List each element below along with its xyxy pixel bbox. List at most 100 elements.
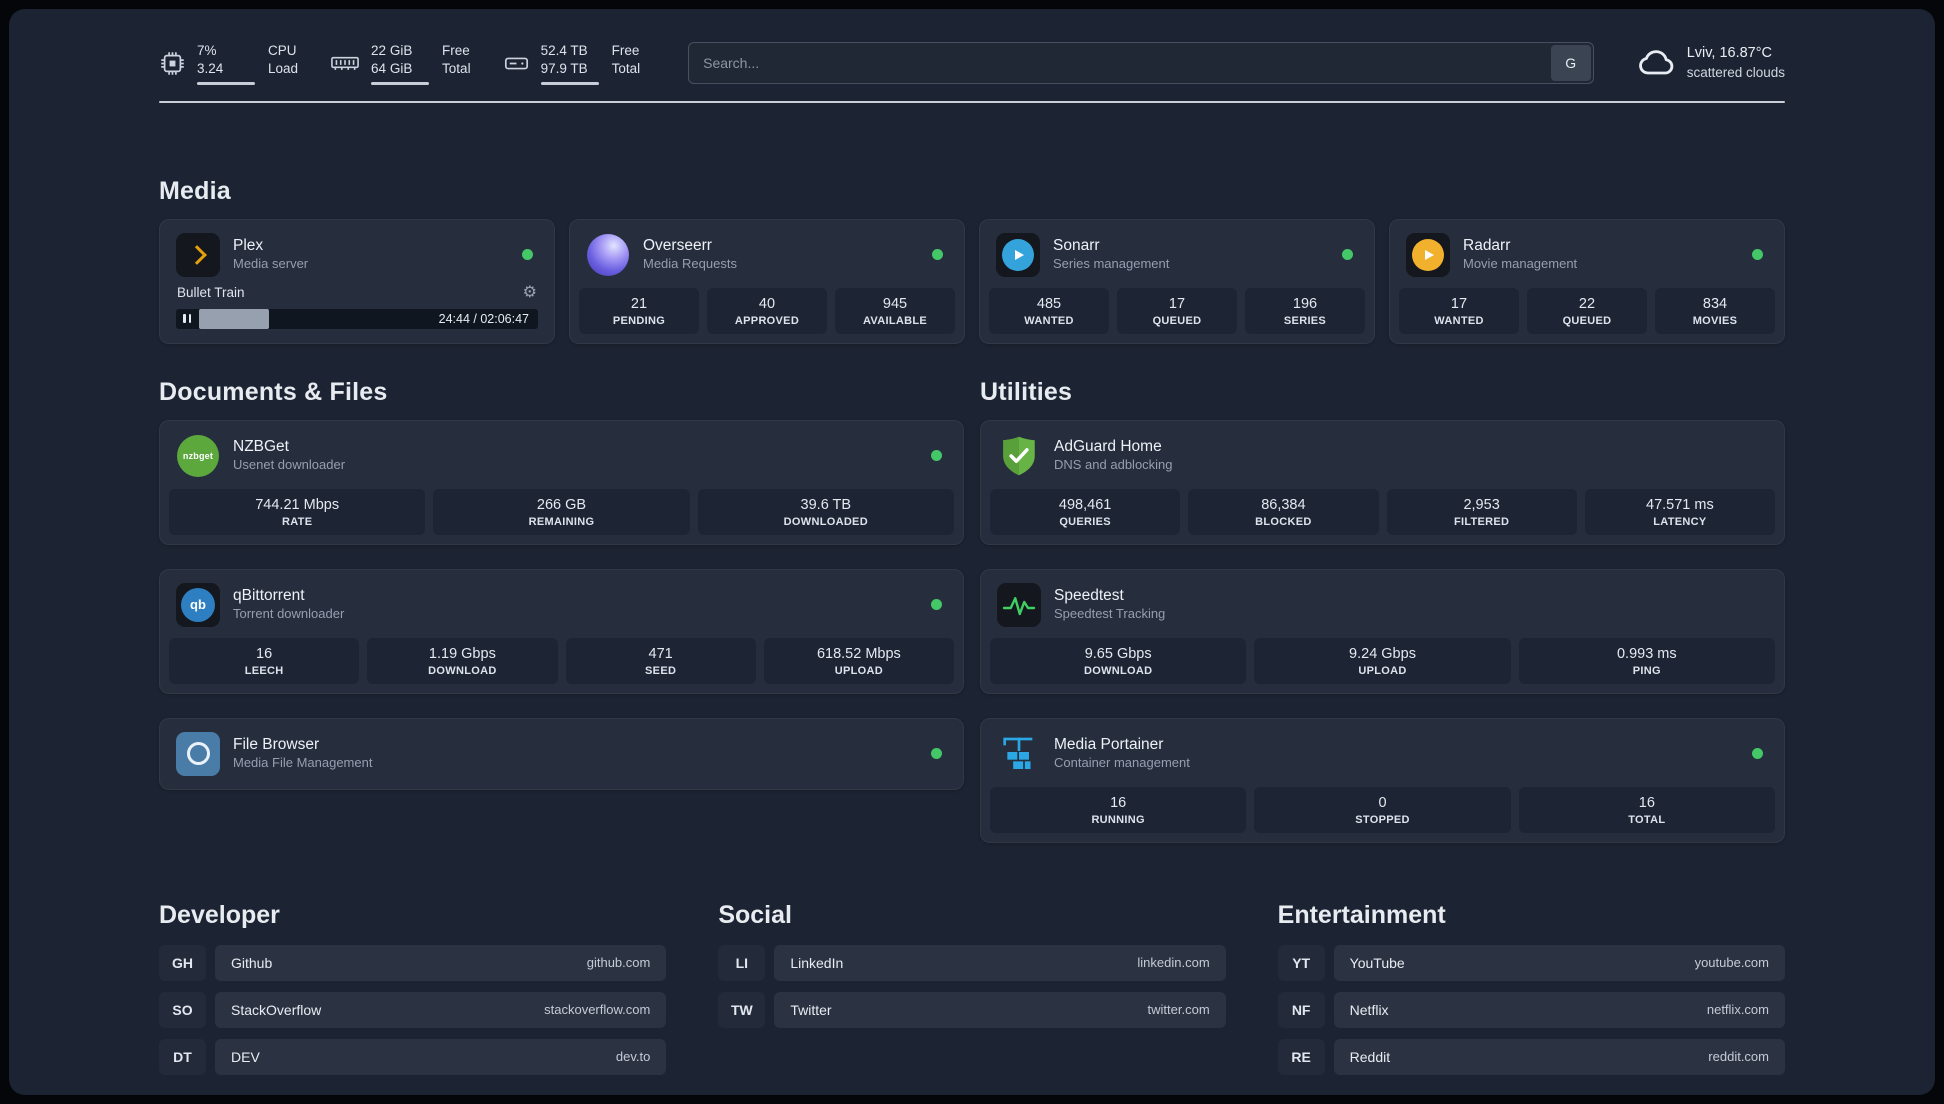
search-engine-button[interactable]: G xyxy=(1550,45,1591,82)
stat-tile: 945 AVAILABLE xyxy=(835,287,955,334)
bookmarks-entertainment: Entertainment YT YouTube youtube.com NF … xyxy=(1278,901,1785,1086)
cpu-load-label: Load xyxy=(268,60,299,76)
stat-value: 47.571 ms xyxy=(1646,496,1714,513)
app-link-speedtest[interactable]: Speedtest Speedtest Tracking xyxy=(990,579,1775,631)
app-subtitle: Speedtest Tracking xyxy=(1054,605,1166,621)
memory-free-label: Free xyxy=(442,43,470,58)
stat-tile: 40 APPROVED xyxy=(707,287,827,334)
stat-value: 9.65 Gbps xyxy=(1084,645,1152,662)
disk-widget: 52.4 TB 97.9 TB Free Total xyxy=(503,42,640,85)
bookmark-url: linkedin.com xyxy=(1137,955,1210,971)
pause-icon[interactable] xyxy=(183,314,191,324)
memory-widget: 22 GiB 64 GiB Free Total xyxy=(330,42,471,85)
status-dot xyxy=(931,599,942,611)
radarr-icon xyxy=(1406,232,1450,277)
plex-now-playing-widget: Bullet Train ⚙ 24:44 / 02:06:47 xyxy=(169,281,545,329)
stat-value: 485 xyxy=(1036,295,1062,312)
weather-location: Lviv, 16.87°C xyxy=(1686,45,1773,62)
cpu-widget: 7% 3.24 CPU Load xyxy=(159,42,298,85)
app-link-filebrowser[interactable]: File Browser Media File Management xyxy=(169,728,954,780)
app-card-qbittorrent: qb qBittorrent Torrent downloader 16 LEE… xyxy=(159,568,964,694)
bookmark-dev[interactable]: DT DEV dev.to xyxy=(159,1038,667,1075)
stat-label: RATE xyxy=(282,515,313,528)
stat-label: QUEUED xyxy=(1562,314,1612,327)
app-name: qBittorrent xyxy=(233,587,305,605)
bookmark-github[interactable]: GH Github github.com xyxy=(159,944,667,981)
hard-drive-icon xyxy=(503,50,530,77)
stat-label: TOTAL xyxy=(1628,813,1666,826)
app-card-nzbget: nzbget NZBGet Usenet downloader 744.21 M… xyxy=(159,419,964,545)
media-section: Media Plex Media server Bullet Train ⚙ xyxy=(159,177,1785,344)
plex-icon xyxy=(176,232,220,277)
stat-tile: 9.65 Gbps DOWNLOAD xyxy=(990,637,1247,684)
app-link-radarr[interactable]: Radarr Movie management xyxy=(1399,229,1775,281)
bookmark-stackoverflow[interactable]: SO StackOverflow stackoverflow.com xyxy=(159,991,667,1028)
bookmark-youtube[interactable]: YT YouTube youtube.com xyxy=(1278,944,1785,981)
stat-label: STOPPED xyxy=(1355,813,1410,826)
dashboard-frame: 7% 3.24 CPU Load xyxy=(9,9,1935,1095)
stat-tile: 498,461 QUERIES xyxy=(990,488,1181,535)
bookmark-name: DEV xyxy=(231,1048,260,1065)
stat-value: 498,461 xyxy=(1058,496,1112,513)
stat-tile: 22 QUEUED xyxy=(1527,287,1647,334)
app-subtitle: Container management xyxy=(1054,754,1190,770)
bookmark-linkedin[interactable]: LI LinkedIn linkedin.com xyxy=(718,944,1226,981)
stat-label: PING xyxy=(1632,664,1661,677)
app-link-portainer[interactable]: Media Portainer Container management xyxy=(990,728,1775,780)
speedtest-graph-icon xyxy=(997,582,1041,627)
qbittorrent-icon: qb xyxy=(176,582,220,627)
stat-tile: 86,384 BLOCKED xyxy=(1188,488,1379,535)
app-link-overseerr[interactable]: Overseerr Media Requests xyxy=(579,229,955,281)
bookmark-twitter[interactable]: TW Twitter twitter.com xyxy=(718,991,1226,1028)
filebrowser-icon xyxy=(176,731,220,776)
app-name: Speedtest xyxy=(1054,587,1124,605)
search-bar[interactable]: G xyxy=(688,42,1594,85)
search-input[interactable] xyxy=(689,55,1551,72)
stat-label: FILTERED xyxy=(1453,515,1510,528)
stat-value: 22 xyxy=(1578,295,1596,312)
app-link-plex[interactable]: Plex Media server xyxy=(169,229,545,281)
documents-section: Documents & Files nzbget NZBGet Usenet d… xyxy=(159,378,964,843)
bookmark-reddit[interactable]: RE Reddit reddit.com xyxy=(1278,1038,1785,1075)
app-subtitle: Media Requests xyxy=(643,255,737,271)
app-link-qbittorrent[interactable]: qb qBittorrent Torrent downloader xyxy=(169,579,954,631)
nzbget-icon: nzbget xyxy=(176,434,220,478)
bookmark-abbr: RE xyxy=(1278,1039,1325,1075)
bookmark-netflix[interactable]: NF Netflix netflix.com xyxy=(1278,991,1785,1028)
memory-total-value: 64 GiB xyxy=(371,60,413,76)
stat-tile: 21 PENDING xyxy=(579,287,699,334)
stat-tile: 471 SEED xyxy=(565,637,756,684)
app-card-portainer: Media Portainer Container management 16 … xyxy=(980,717,1785,843)
app-name: Overseerr xyxy=(643,237,712,255)
disk-free-value: 52.4 TB xyxy=(540,43,588,58)
stat-value: 744.21 Mbps xyxy=(255,496,340,513)
overseerr-icon xyxy=(586,233,630,277)
stat-tile: 16 LEECH xyxy=(169,637,360,684)
playback-time: 24:44 / 02:06:47 xyxy=(438,311,529,326)
app-link-sonarr[interactable]: Sonarr Series management xyxy=(989,229,1365,281)
playback-progress-bar[interactable]: 24:44 / 02:06:47 xyxy=(176,308,538,329)
bookmark-abbr: GH xyxy=(159,945,206,981)
stat-value: 0 xyxy=(1378,794,1387,811)
app-link-adguard[interactable]: AdGuard Home DNS and adblocking xyxy=(990,430,1775,482)
app-subtitle: Series management xyxy=(1053,255,1170,271)
app-name: File Browser xyxy=(233,736,320,754)
stat-label: UPLOAD xyxy=(1358,664,1407,677)
stat-value: 16 xyxy=(256,645,273,662)
stat-label: DOWNLOADED xyxy=(783,515,868,528)
bookmark-abbr: DT xyxy=(159,1039,206,1075)
bookmarks-entertainment-title: Entertainment xyxy=(1277,900,1446,929)
status-dot xyxy=(932,249,943,261)
app-link-nzbget[interactable]: nzbget NZBGet Usenet downloader xyxy=(169,430,954,482)
bookmark-url: twitter.com xyxy=(1147,1002,1210,1018)
stat-label: DOWNLOAD xyxy=(428,664,497,677)
stat-label: WANTED xyxy=(1024,314,1074,327)
app-name: Radarr xyxy=(1463,237,1511,255)
stat-label: BLOCKED xyxy=(1255,515,1312,528)
gear-icon[interactable]: ⚙ xyxy=(522,283,537,301)
bookmark-name: YouTube xyxy=(1349,954,1405,971)
app-name: Plex xyxy=(233,237,264,255)
header-divider xyxy=(159,100,1785,103)
bookmark-name: Netflix xyxy=(1349,1001,1389,1018)
bookmarks-developer: Developer GH Github github.com SO StackO… xyxy=(159,901,667,1086)
